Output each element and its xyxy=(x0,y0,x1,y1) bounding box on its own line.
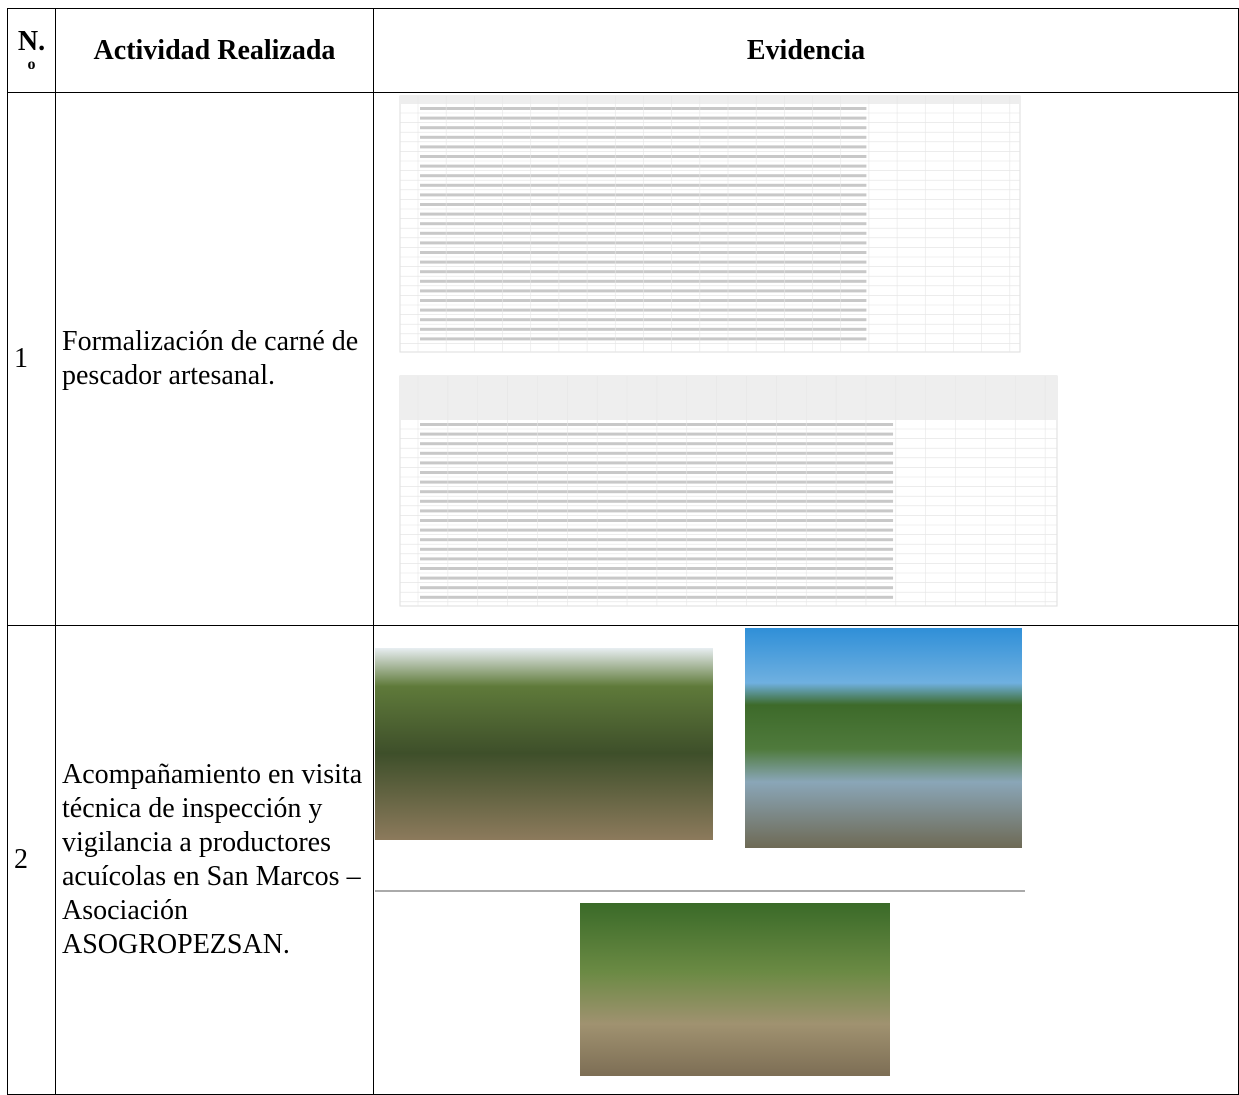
sheet-part xyxy=(420,451,894,455)
spreadsheet-screenshots xyxy=(399,95,1058,607)
sheet-part xyxy=(420,490,894,494)
sheet-part xyxy=(420,528,894,532)
sheet-part xyxy=(420,461,894,465)
sheet-part xyxy=(420,576,894,580)
sheet-part xyxy=(420,547,894,551)
photo xyxy=(375,648,713,840)
sheet-part xyxy=(420,595,894,599)
header-activity-text: Actividad Realizada xyxy=(93,34,336,66)
photo xyxy=(745,628,1022,848)
sheet-part xyxy=(420,519,894,522)
activity-text: Acompañamiento en visita técnica de insp… xyxy=(62,759,363,960)
activity-text: Formalización de carné de pescador artes… xyxy=(62,326,359,391)
sheet-part xyxy=(420,509,894,513)
photo xyxy=(580,903,890,1076)
sheet-part xyxy=(420,471,894,474)
sheet-part xyxy=(420,432,894,436)
header-number-suffix: o xyxy=(27,55,36,73)
header-number: N. xyxy=(17,25,46,57)
sheet-part xyxy=(400,376,1057,420)
sheet-part xyxy=(420,423,894,426)
row-number: 1 xyxy=(14,343,28,374)
sheet-part xyxy=(420,586,894,590)
sheet-part xyxy=(420,442,894,446)
sheet-part xyxy=(420,538,894,542)
sheet-part xyxy=(420,499,894,503)
sheet-part xyxy=(420,567,894,570)
activity-cell: Formalización de carné de pescador artes… xyxy=(55,92,374,626)
header-evidence-text: Evidencia xyxy=(746,34,866,66)
sheet-part xyxy=(400,96,1020,104)
sheet-part xyxy=(420,480,894,484)
row-number: 2 xyxy=(14,844,28,875)
sheet-part xyxy=(420,557,894,561)
